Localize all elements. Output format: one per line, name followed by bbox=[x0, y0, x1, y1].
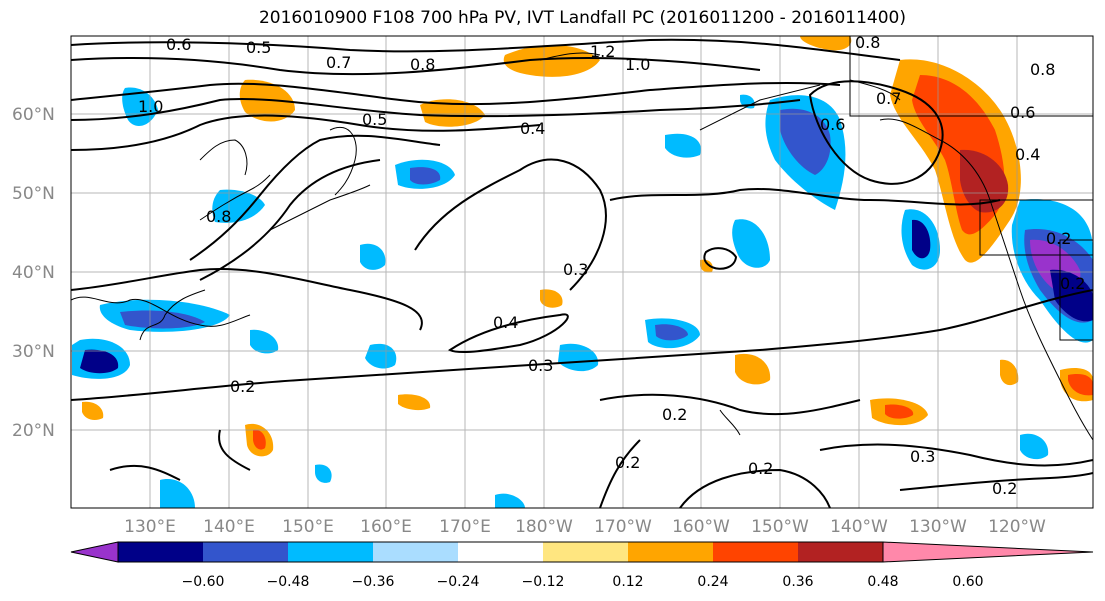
colorbar-segment bbox=[373, 542, 458, 562]
contour-label: 0.4 bbox=[520, 119, 545, 138]
contour-label: 0.6 bbox=[820, 115, 845, 134]
region-boxes bbox=[849, 36, 1093, 341]
lon-label: 150°W bbox=[751, 517, 809, 537]
colorbar-segment bbox=[203, 542, 288, 562]
lon-label: 170°W bbox=[594, 517, 652, 537]
colorbar-extend-max bbox=[882, 541, 1094, 563]
contour-labels: 0.6 0.5 0.7 0.8 1.2 1.0 0.8 0.5 0.4 1.0 … bbox=[138, 33, 1085, 498]
lat-label: 60°N bbox=[12, 105, 55, 125]
contour-label: 0.2 bbox=[748, 459, 773, 478]
contour-label: 0.2 bbox=[1060, 274, 1085, 293]
lon-label: 150°E bbox=[282, 517, 334, 537]
pv-contours bbox=[71, 38, 1093, 508]
lat-label: 30°N bbox=[12, 342, 55, 362]
lon-label: 140°E bbox=[203, 517, 255, 537]
lon-label: 120°W bbox=[988, 517, 1046, 537]
contour-label: 0.8 bbox=[1030, 60, 1055, 79]
contour-label: 0.5 bbox=[246, 38, 271, 57]
coastlines bbox=[71, 52, 1093, 441]
colorbar-extend-min bbox=[70, 541, 119, 563]
colorbar-segment bbox=[118, 542, 203, 562]
lon-label: 170°E bbox=[439, 517, 491, 537]
contour-label: 0.3 bbox=[563, 260, 588, 279]
contour-label: 0.6 bbox=[166, 35, 191, 54]
contour-label: 0.4 bbox=[1015, 145, 1040, 164]
colorbar-tick: −0.48 bbox=[267, 574, 310, 590]
contour-label: 1.0 bbox=[625, 55, 650, 74]
colorbar-segment bbox=[458, 542, 543, 562]
gridlines bbox=[71, 36, 1093, 508]
colorbar-tick: 0.12 bbox=[612, 574, 643, 590]
colorbar-tick: 0.36 bbox=[782, 574, 813, 590]
lon-label: 180°W bbox=[515, 517, 573, 537]
contour-label: 0.6 bbox=[1010, 103, 1035, 122]
colorbar-segment bbox=[628, 542, 713, 562]
longitude-labels: 130°E 140°E 150°E 160°E 170°E 180°W 170°… bbox=[124, 517, 1046, 537]
colorbar-frame bbox=[117, 541, 884, 563]
colorbar-tick: 0.24 bbox=[697, 574, 728, 590]
figure-title: 2016010900 F108 700 hPa PV, IVT Landfall… bbox=[258, 8, 906, 28]
lon-label: 140°W bbox=[830, 517, 888, 537]
latitude-labels: 60°N 50°N 40°N 30°N 20°N bbox=[12, 105, 55, 441]
colorbar: −0.60 −0.48 −0.36 −0.24 −0.12 0.12 0.24 … bbox=[70, 541, 1094, 590]
colorbar-tick: −0.60 bbox=[182, 574, 225, 590]
contour-label: 0.3 bbox=[528, 356, 553, 375]
contour-label: 0.2 bbox=[662, 405, 687, 424]
contour-label: 0.8 bbox=[855, 33, 880, 52]
colorbar-tick: −0.24 bbox=[437, 574, 480, 590]
colorbar-segment bbox=[713, 542, 798, 562]
contour-label: 0.8 bbox=[410, 55, 435, 74]
contour-label: 1.2 bbox=[590, 42, 615, 61]
colorbar-tick: 0.48 bbox=[867, 574, 898, 590]
lat-label: 20°N bbox=[12, 421, 55, 441]
lon-label: 130°E bbox=[124, 517, 176, 537]
lon-label: 130°W bbox=[909, 517, 967, 537]
colorbar-tick: −0.36 bbox=[352, 574, 395, 590]
lon-label: 160°E bbox=[360, 517, 412, 537]
contour-label: 0.7 bbox=[876, 89, 901, 108]
contour-label: 0.8 bbox=[206, 207, 231, 226]
map-frame bbox=[70, 35, 1094, 509]
contour-label: 1.0 bbox=[138, 97, 163, 116]
colorbar-segment bbox=[798, 542, 883, 562]
contour-label: 0.2 bbox=[1046, 229, 1071, 248]
lat-label: 50°N bbox=[12, 184, 55, 204]
contour-label: 0.2 bbox=[992, 479, 1017, 498]
colorbar-segment bbox=[288, 542, 373, 562]
colorbar-segment bbox=[543, 542, 628, 562]
contour-label: 0.7 bbox=[326, 53, 351, 72]
contour-label: 0.4 bbox=[493, 313, 518, 332]
lon-label: 160°W bbox=[672, 517, 730, 537]
colorbar-tick: 0.60 bbox=[952, 574, 983, 590]
contour-label: 0.2 bbox=[615, 453, 640, 472]
colorbar-tick: −0.12 bbox=[522, 574, 565, 590]
lat-label: 40°N bbox=[12, 263, 55, 283]
contour-label: 0.5 bbox=[362, 110, 387, 129]
contour-label: 0.2 bbox=[230, 377, 255, 396]
contour-label: 0.3 bbox=[910, 447, 935, 466]
